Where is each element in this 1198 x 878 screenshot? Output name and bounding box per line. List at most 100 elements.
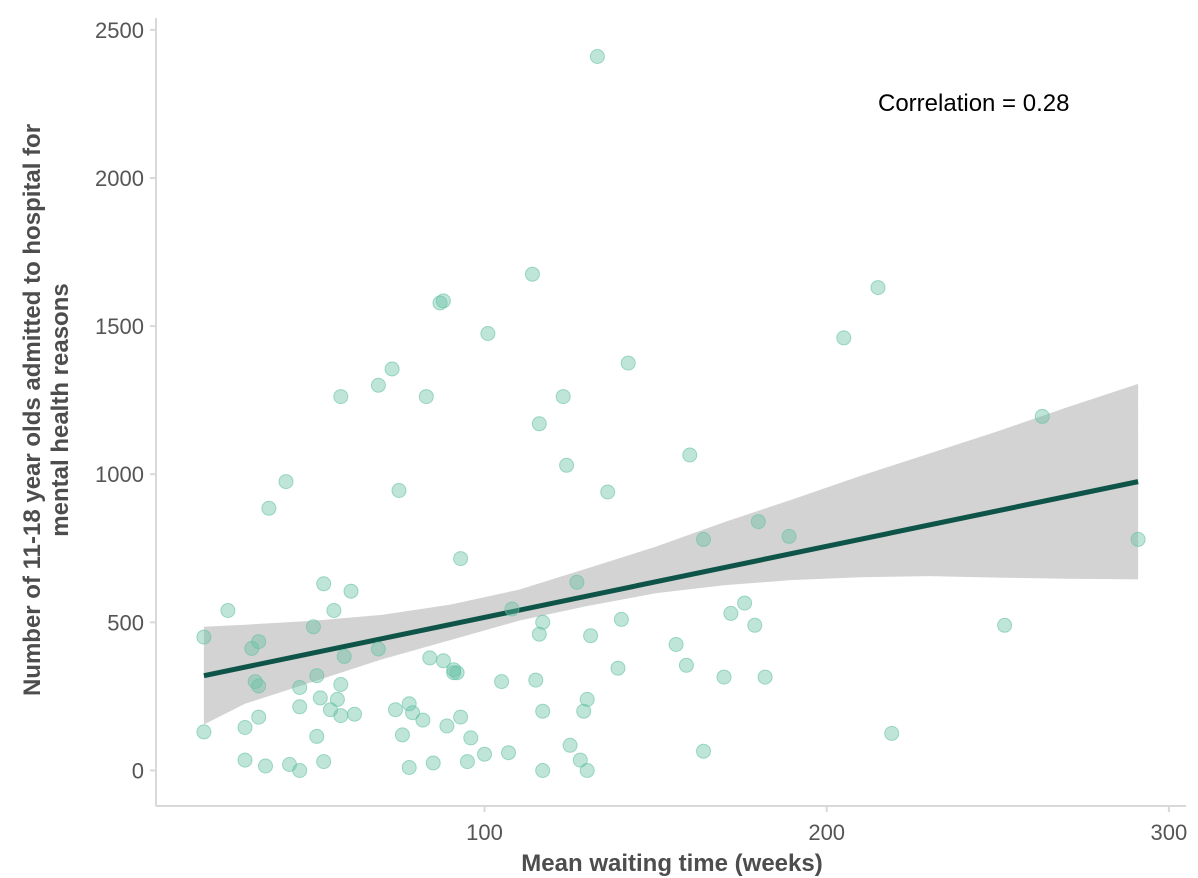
data-point xyxy=(610,660,626,676)
data-point xyxy=(251,634,267,650)
data-point xyxy=(251,678,267,694)
data-point xyxy=(251,709,267,725)
data-point xyxy=(418,389,434,405)
data-point xyxy=(535,614,551,630)
data-point xyxy=(435,293,451,309)
data-point xyxy=(401,696,417,712)
data-point xyxy=(572,752,588,768)
data-point xyxy=(569,574,585,590)
data-point xyxy=(559,457,575,473)
data-point xyxy=(388,702,403,718)
data-point xyxy=(579,763,595,778)
data-point xyxy=(535,763,551,778)
data-point xyxy=(583,628,599,644)
x-tick-label: 200 xyxy=(808,820,845,845)
y-tick-label: 2000 xyxy=(95,166,144,191)
data-point xyxy=(237,752,253,768)
data-point xyxy=(524,266,540,282)
data-point xyxy=(696,531,711,547)
data-point xyxy=(333,389,349,405)
data-point xyxy=(678,657,694,673)
data-point xyxy=(459,754,475,770)
y-tick-layer: 0 500 1000 1500 2000 2500 xyxy=(95,18,156,783)
confidence-band xyxy=(203,383,1139,725)
data-point xyxy=(562,737,578,753)
trend-line-layer xyxy=(203,479,1139,679)
data-point xyxy=(196,629,212,645)
data-point xyxy=(737,595,753,611)
data-point xyxy=(405,705,421,721)
trend-line xyxy=(203,479,1139,679)
data-points-layer xyxy=(196,49,1146,778)
data-point xyxy=(723,605,739,621)
data-point xyxy=(237,720,253,735)
data-point xyxy=(531,416,547,432)
data-point xyxy=(316,576,332,592)
x-tick-layer: 100 200 300 xyxy=(466,806,1187,845)
confidence-band-layer xyxy=(203,383,1139,725)
data-point xyxy=(422,650,438,666)
data-point xyxy=(258,758,273,774)
data-point xyxy=(292,699,308,715)
x-tick-label: 100 xyxy=(466,820,503,845)
data-point xyxy=(391,483,407,498)
data-point xyxy=(747,617,763,633)
data-point xyxy=(757,669,773,685)
data-point xyxy=(415,712,431,728)
data-point xyxy=(668,637,684,652)
y-axis-title-line-2-text: mental health reasons xyxy=(47,283,74,536)
data-point xyxy=(716,669,732,685)
data-point xyxy=(292,680,308,695)
data-point xyxy=(870,280,886,296)
data-point xyxy=(446,665,462,681)
data-point xyxy=(494,674,510,690)
data-point xyxy=(435,653,451,669)
data-point xyxy=(425,755,441,771)
data-point xyxy=(347,706,362,722)
data-point xyxy=(305,619,321,635)
data-point xyxy=(292,763,308,778)
data-point xyxy=(531,626,547,642)
data-point xyxy=(501,745,516,761)
data-point xyxy=(781,528,797,544)
data-point xyxy=(579,691,595,707)
data-point xyxy=(613,611,629,627)
data-point xyxy=(370,377,386,393)
data-point xyxy=(329,691,345,707)
data-point xyxy=(555,389,571,405)
data-point xyxy=(316,754,332,770)
y-tick-label: 2500 xyxy=(95,18,144,43)
data-point xyxy=(836,330,852,346)
data-point xyxy=(312,690,328,706)
data-point xyxy=(504,601,520,617)
data-point xyxy=(750,514,766,530)
data-point xyxy=(682,447,698,463)
data-point xyxy=(1034,408,1050,424)
correlation-annotation: Correlation = 0.28 xyxy=(878,90,1069,117)
data-point xyxy=(336,648,352,664)
data-point xyxy=(384,361,400,377)
data-point xyxy=(997,617,1013,633)
data-point xyxy=(326,603,342,618)
x-tick-label: 300 xyxy=(1151,820,1188,845)
x-axis-title: Mean waiting time (weeks) xyxy=(521,850,822,877)
data-point xyxy=(463,730,479,746)
data-point xyxy=(439,718,455,734)
data-point xyxy=(535,703,551,719)
data-point xyxy=(696,743,711,759)
data-point xyxy=(370,641,386,657)
y-axis-title-line-1-text: Number of 11-18 year olds admitted to ho… xyxy=(19,124,46,696)
data-point xyxy=(333,677,349,692)
data-point xyxy=(309,728,325,744)
data-point xyxy=(261,500,277,516)
data-point xyxy=(278,474,294,490)
data-point xyxy=(1130,531,1146,547)
data-point xyxy=(600,484,616,500)
data-point xyxy=(620,355,636,371)
data-point xyxy=(401,760,417,775)
y-tick-label: 0 xyxy=(132,758,144,783)
y-tick-label: 1500 xyxy=(95,314,144,339)
data-point xyxy=(576,703,592,719)
data-point xyxy=(394,727,410,743)
